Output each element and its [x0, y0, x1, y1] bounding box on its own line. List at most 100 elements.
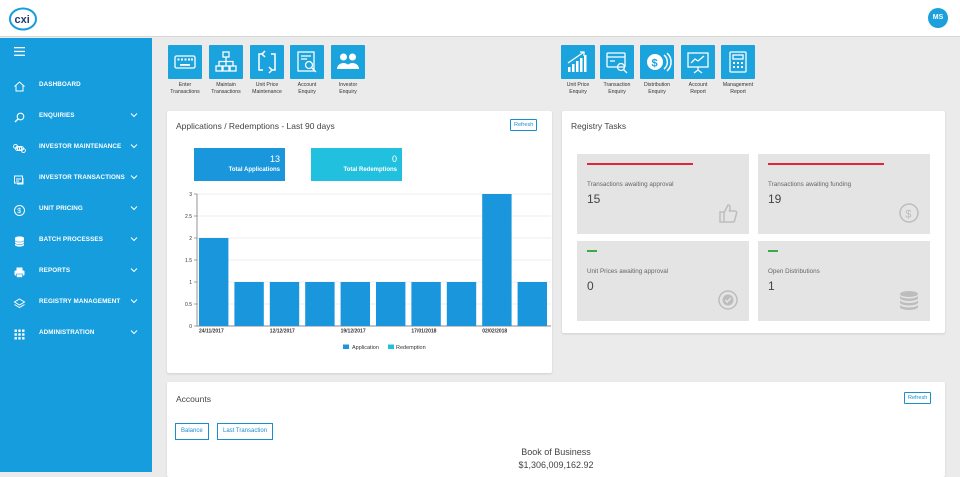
database-stack-icon	[900, 291, 918, 310]
management-report-button[interactable]	[721, 45, 755, 79]
chart-y-tick-label: 1.5	[185, 258, 192, 264]
database-icon	[14, 236, 25, 247]
svg-text:$: $	[652, 58, 658, 70]
last-transaction-button[interactable]: Last Transaction	[217, 423, 274, 440]
task-value: 19	[768, 192, 782, 206]
svg-text:cxi: cxi	[15, 14, 30, 26]
grid-icon	[14, 329, 25, 340]
total-redemptions-value: 0	[391, 154, 397, 164]
book-of-business-value: $1,306,009,162.92	[518, 460, 594, 470]
sidebar-item-reports[interactable]: REPORTS	[0, 262, 152, 282]
accounts-refresh-button[interactable]: Refresh	[904, 392, 932, 404]
distribution-enquiry-button[interactable]: $	[640, 45, 674, 79]
sidebar-item-administration[interactable]: ADMINISTRATION	[0, 324, 152, 344]
chevron-down-icon	[130, 330, 138, 335]
check-circle-icon	[718, 290, 738, 310]
registry-tasks-panel: Registry Tasks Transactions awaiting app…	[562, 111, 945, 333]
task-label: Unit Prices awaiting approval	[587, 268, 669, 275]
chart-x-tick-label: 12/12/2017	[270, 329, 295, 335]
sidebar-item-label: INVESTOR MAINTENANCE	[39, 143, 122, 150]
chart-y-tick-label: 0	[189, 324, 192, 330]
management-report-label: Management Report	[722, 82, 754, 95]
transaction-search-icon	[606, 52, 628, 74]
applications-refresh-button[interactable]: Refresh	[510, 119, 538, 131]
task-status-bar	[587, 250, 597, 252]
sidebar-item-dashboard[interactable]: DASHBOARD	[0, 76, 152, 96]
chart-bar	[446, 282, 477, 326]
task-unit-prices-awaiting-approval[interactable]: Unit Prices awaiting approval 0	[577, 241, 749, 321]
chart-y-tick-label: 2	[189, 236, 192, 242]
sidebar-item-registry-management[interactable]: REGISTRY MANAGEMENT	[0, 293, 152, 313]
chart-x-tick-label: 19/12/2017	[341, 329, 366, 335]
task-open-distributions[interactable]: Open Distributions 1	[758, 241, 930, 321]
account-report-button[interactable]	[681, 45, 715, 79]
registry-tasks-title: Registry Tasks	[571, 121, 627, 131]
account-enquiry-button[interactable]	[290, 45, 324, 79]
users-icon	[337, 53, 359, 69]
chevron-down-icon	[130, 144, 138, 149]
menu-toggle-icon[interactable]	[14, 47, 25, 56]
unit-price-enquiry-button[interactable]	[561, 45, 595, 79]
total-applications-box: 13 Total Applications	[194, 148, 285, 181]
unit-price-maintenance-button[interactable]	[250, 45, 284, 79]
document-search-icon	[297, 51, 317, 73]
sidebar-item-investor-maintenance[interactable]: INVESTOR MAINTENANCE	[0, 138, 152, 158]
chart-bar	[269, 282, 300, 326]
sidebar-item-label: ADMINISTRATION	[39, 329, 95, 336]
chart-x-tick-label: 02/02/2018	[482, 329, 507, 335]
accounts-panel: Accounts Refresh Balance Last Transactio…	[167, 382, 945, 477]
sidebar-item-label: REGISTRY MANAGEMENT	[39, 298, 121, 305]
chart-y-tick-label: 2.5	[185, 214, 192, 220]
top-bar: cxi MS	[0, 0, 960, 37]
chart-bar	[340, 282, 370, 326]
chart-bar	[234, 282, 264, 326]
cxi-logo[interactable]: cxi	[8, 7, 38, 31]
distribution-enquiry-label: Distribution Enquiry	[644, 82, 670, 95]
task-status-bar	[768, 250, 778, 252]
coins-icon: $	[647, 52, 672, 72]
chevron-down-icon	[130, 175, 138, 180]
sidebar-item-unit-pricing[interactable]: $ UNIT PRICING	[0, 200, 152, 220]
keyboard-icon	[174, 55, 196, 69]
svg-text:$: $	[17, 208, 21, 215]
maintain-transactions-button[interactable]	[209, 45, 243, 79]
chart-y-tick-label: 1	[189, 280, 192, 286]
chart-x-tick-label: 24/11/2017	[199, 329, 224, 335]
layers-icon	[13, 298, 26, 309]
applications-title: Applications / Redemptions - Last 90 day…	[176, 121, 335, 131]
chart-bar	[517, 282, 547, 326]
investor-enquiry-button[interactable]	[331, 45, 365, 79]
applications-panel: Applications / Redemptions - Last 90 day…	[167, 111, 552, 373]
balance-button[interactable]: Balance	[175, 423, 209, 440]
task-status-bar	[587, 163, 693, 165]
enter-transactions-button[interactable]	[168, 45, 202, 79]
chevron-down-icon	[130, 113, 138, 118]
task-transactions-awaiting-approval[interactable]: Transactions awaiting approval 15	[577, 154, 749, 234]
user-avatar[interactable]: MS	[928, 8, 948, 28]
task-value: 15	[587, 192, 601, 206]
legend-label-redemption: Redemption	[396, 345, 426, 351]
dollar-circle-icon: $	[899, 203, 919, 223]
sitemap-icon	[215, 51, 237, 72]
task-transactions-awaiting-funding[interactable]: Transactions awaiting funding 19 $	[758, 154, 930, 234]
transaction-enquiry-button[interactable]	[600, 45, 634, 79]
transactions-icon	[14, 175, 24, 185]
chart-y-tick-label: 0.5	[185, 302, 192, 308]
sidebar-item-investor-transactions[interactable]: INVESTOR TRANSACTIONS	[0, 169, 152, 189]
bar-chart-icon	[567, 51, 587, 72]
sidebar-item-label: INVESTOR TRANSACTIONS	[39, 174, 125, 181]
chart-bar	[411, 282, 441, 326]
task-label: Open Distributions	[768, 268, 820, 275]
thumbs-up-icon	[719, 204, 738, 223]
total-applications-label: Total Applications	[228, 167, 280, 173]
sidebar-item-enquiries[interactable]: ENQUIRIES	[0, 107, 152, 127]
sidebar-item-label: BATCH PROCESSES	[39, 236, 104, 243]
sidebar-item-label: ENQUIRIES	[39, 112, 75, 119]
sidebar-item-label: REPORTS	[39, 267, 71, 274]
account-report-label: Account Report	[688, 82, 708, 95]
legend-swatch-redemption	[388, 344, 394, 349]
dollar-icon: $	[14, 205, 25, 216]
chevron-down-icon	[130, 237, 138, 242]
sidebar-item-batch-processes[interactable]: BATCH PROCESSES	[0, 231, 152, 251]
chart-x-tick-label: 17/01/2018	[411, 329, 436, 335]
